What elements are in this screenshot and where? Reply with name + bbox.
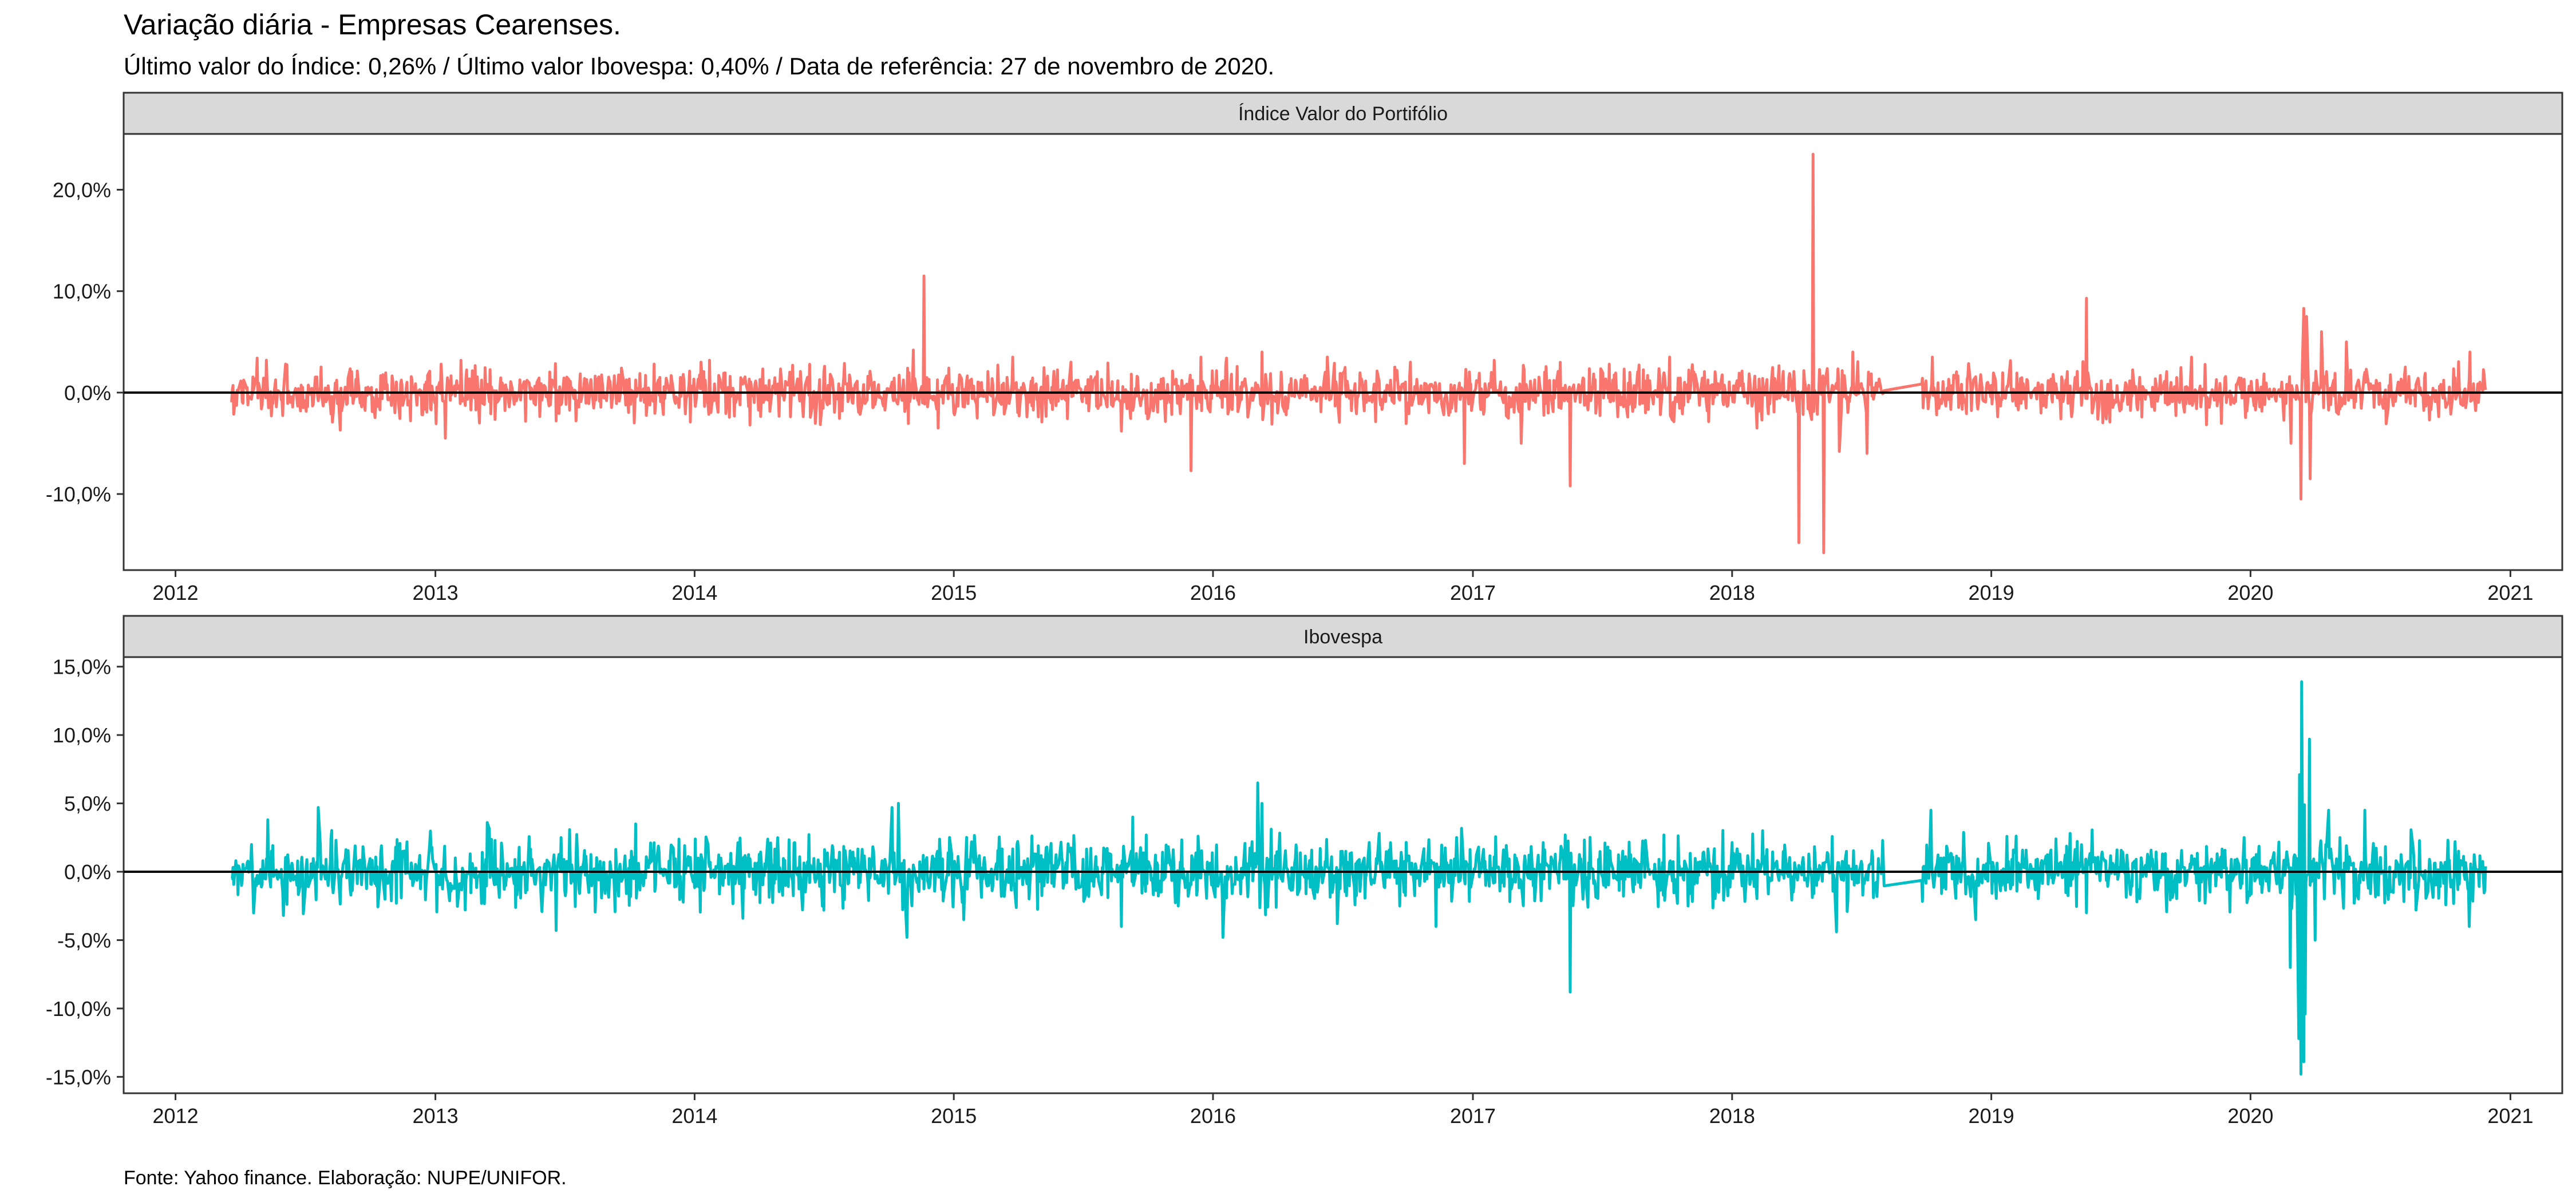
chart-title: Variação diária - Empresas Cearenses.: [124, 9, 621, 41]
chart-subtitle: Último valor do Índice: 0,26% / Último v…: [124, 53, 1274, 80]
x-tick-label: 2020: [2227, 581, 2273, 604]
x-tick-label: 2015: [931, 1104, 977, 1128]
y-tick-label: 10,0%: [53, 280, 111, 303]
x-tick-label: 2012: [153, 1104, 199, 1128]
y-tick-label: 5,0%: [64, 792, 111, 816]
x-tick-label: 2017: [1450, 1104, 1496, 1128]
x-tick-label: 2012: [153, 581, 199, 604]
x-tick-label: 2014: [671, 1104, 717, 1128]
plot-border: [123, 656, 2563, 1094]
y-tick-label: -10,0%: [46, 997, 111, 1021]
panel-strip: [123, 615, 2563, 658]
y-tick-label: 0,0%: [64, 860, 111, 884]
x-tick-label: 2019: [1969, 581, 2014, 604]
series-line: [231, 680, 2487, 1076]
panel-title: Índice Valor do Portifólio: [1238, 103, 1448, 125]
x-tick-label: 2016: [1190, 581, 1236, 604]
y-tick-label: 0,0%: [64, 381, 111, 405]
x-tick-label: 2018: [1709, 1104, 1755, 1128]
x-tick-label: 2015: [931, 581, 977, 604]
y-tick-label: -15,0%: [46, 1065, 111, 1089]
panel-title: Ibovespa: [1303, 626, 1382, 648]
panel-strip: [123, 92, 2563, 135]
y-tick-label: -10,0%: [46, 483, 111, 506]
x-tick-label: 2018: [1709, 581, 1755, 604]
y-tick-label: 15,0%: [53, 655, 111, 679]
plot-border: [123, 133, 2563, 571]
x-tick-label: 2013: [413, 1104, 459, 1128]
y-tick-label: -5,0%: [57, 928, 111, 952]
x-tick-label: 2013: [413, 581, 459, 604]
x-tick-label: 2021: [2487, 581, 2533, 604]
x-tick-label: 2021: [2487, 1104, 2533, 1128]
x-tick-label: 2017: [1450, 581, 1496, 604]
series-line: [230, 152, 2487, 555]
y-tick-label: 20,0%: [53, 178, 111, 201]
x-tick-label: 2020: [2227, 1104, 2273, 1128]
y-tick-label: 10,0%: [53, 723, 111, 747]
panel-portfolio: Índice Valor do Portifólio -10,0% 0,0% 10,0…: [46, 92, 2563, 604]
panel-ibovespa: Ibovespa -15,0% -10,0% -5,0% 0,0% 5,0% 10,0% 15…: [46, 615, 2563, 1128]
chart-caption: Fonte: Yahoo finance. Elaboração: NUPE/U…: [124, 1167, 567, 1189]
x-tick-label: 2016: [1190, 1104, 1236, 1128]
x-tick-label: 2019: [1969, 1104, 2014, 1128]
x-tick-label: 2014: [671, 581, 717, 604]
